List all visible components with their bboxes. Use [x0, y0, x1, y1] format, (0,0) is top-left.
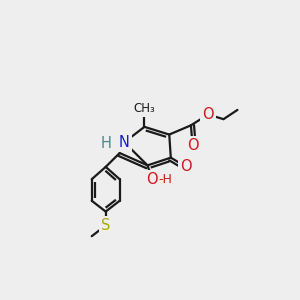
Text: S: S — [101, 218, 110, 233]
Text: N: N — [119, 135, 130, 150]
Text: CH₃: CH₃ — [134, 102, 155, 115]
Text: -H: -H — [158, 173, 172, 186]
Text: O: O — [181, 159, 192, 174]
Text: H: H — [100, 136, 111, 151]
Text: O: O — [146, 172, 158, 187]
Text: O: O — [202, 107, 214, 122]
Text: O: O — [187, 138, 198, 153]
